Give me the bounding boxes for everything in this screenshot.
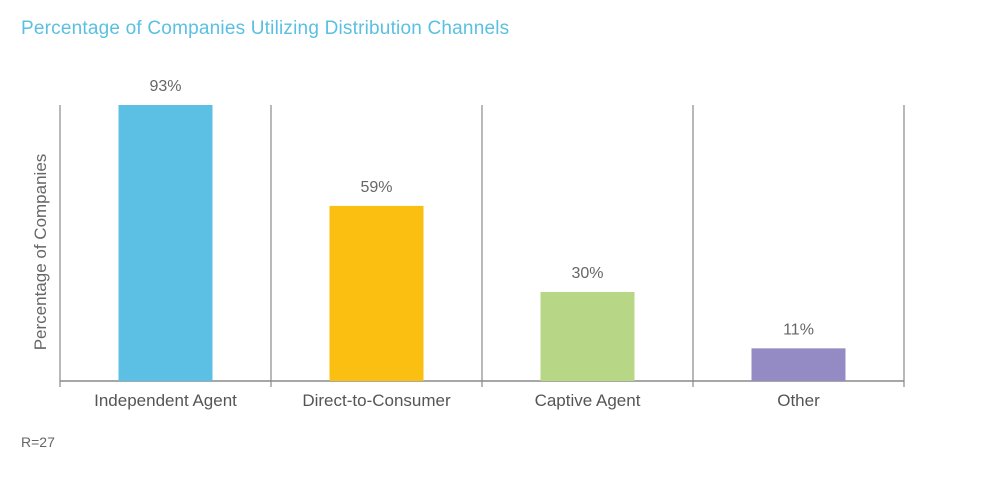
chart-title: Percentage of Companies Utilizing Distri… <box>21 18 510 39</box>
data-label: 93% <box>149 78 181 95</box>
footnote: R=27 <box>21 434 55 450</box>
data-label: 11% <box>783 321 814 338</box>
x-tick-label: Captive Agent <box>535 391 641 410</box>
y-axis-label: Percentage of Companies <box>31 154 50 351</box>
bar <box>118 105 213 381</box>
x-tick-label: Other <box>777 391 820 410</box>
bar <box>329 205 424 381</box>
bars-group <box>118 105 846 381</box>
data-label: 59% <box>360 179 392 196</box>
data-label: 30% <box>571 265 603 282</box>
bar <box>540 291 635 381</box>
x-tick-label: Independent Agent <box>94 391 237 410</box>
tick-labels-group: Independent Agent Direct-to-Consumer Capti… <box>94 391 820 410</box>
x-tick-label: Direct-to-Consumer <box>302 391 451 410</box>
bar <box>751 348 846 381</box>
value-labels-group: 93% 59% 30% 11% <box>149 78 813 338</box>
